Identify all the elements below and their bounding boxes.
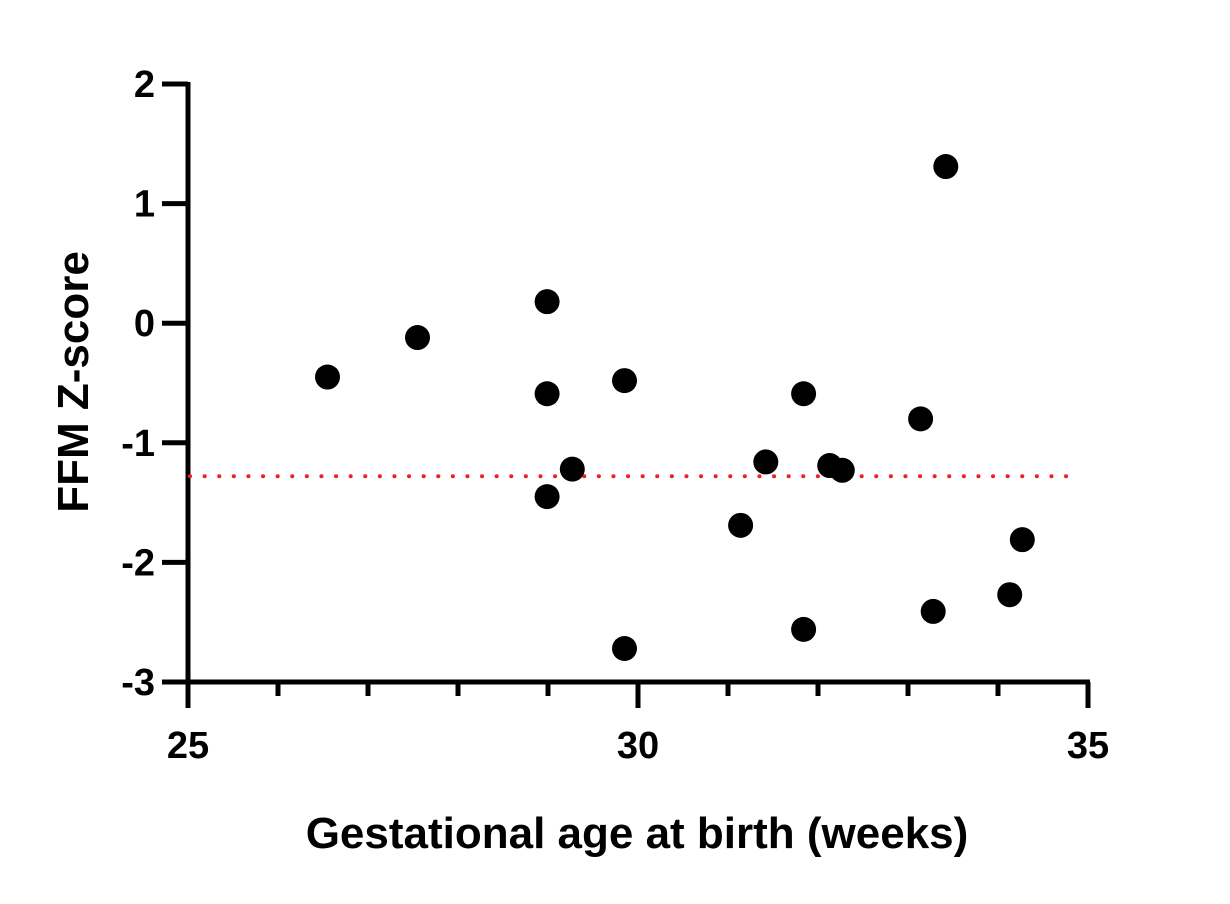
y-tick-label: 2 — [134, 64, 155, 106]
data-point — [612, 368, 637, 394]
y-tick-label: 0 — [134, 303, 155, 345]
data-point — [1009, 527, 1035, 553]
data-point — [559, 456, 585, 482]
data-point — [829, 457, 855, 483]
y-axis: 2 1 0 -1 -2 -3 — [121, 64, 191, 704]
x-tick-label: 30 — [617, 725, 659, 767]
x-axis-title: Gestational age at birth (weeks) — [306, 809, 969, 858]
data-points — [315, 154, 1035, 662]
y-tick-label: -1 — [121, 423, 155, 465]
data-point — [728, 512, 754, 538]
data-point — [534, 289, 560, 315]
data-point — [315, 364, 340, 390]
data-point — [612, 636, 637, 662]
x-tick-label: 35 — [1067, 725, 1109, 767]
y-tick-label: 1 — [134, 184, 155, 226]
data-point — [791, 381, 817, 407]
data-point — [908, 406, 934, 432]
data-point — [997, 582, 1023, 608]
data-point — [534, 484, 560, 510]
data-point — [933, 154, 959, 180]
y-tick-label: -2 — [121, 542, 155, 584]
y-tick-label: -3 — [121, 662, 155, 704]
data-point — [534, 381, 560, 407]
data-point — [920, 598, 946, 624]
y-axis-title: FFM Z-score — [49, 251, 98, 513]
data-point — [753, 449, 779, 475]
x-axis: 25 30 35 — [167, 679, 1109, 767]
data-point — [405, 325, 430, 351]
x-tick-label: 25 — [167, 725, 209, 767]
data-point — [791, 616, 817, 642]
